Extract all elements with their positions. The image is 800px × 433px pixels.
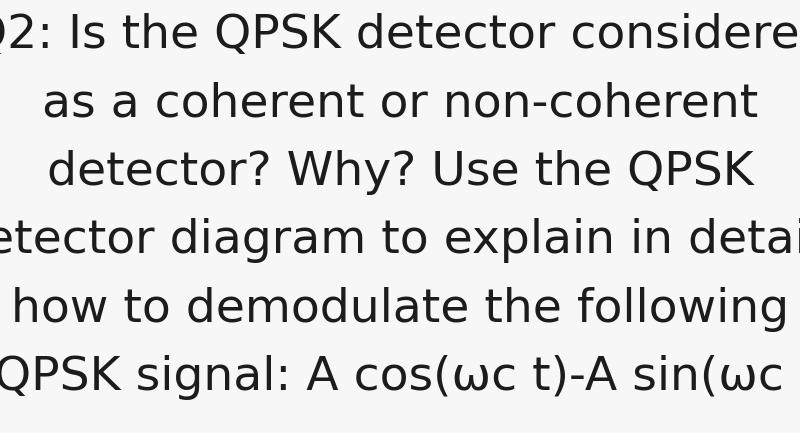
Text: Q2: Is the QPSK detector considered: Q2: Is the QPSK detector considered [0,13,800,58]
Text: how to demodulate the following: how to demodulate the following [11,287,789,332]
Text: detector diagram to explain in details: detector diagram to explain in details [0,218,800,263]
Text: detector? Why? Use the QPSK: detector? Why? Use the QPSK [46,150,754,195]
Text: as a coherent or non-coherent: as a coherent or non-coherent [42,81,758,126]
Text: . QPSK signal: A cos(ωc t)-A sin(ωc t): . QPSK signal: A cos(ωc t)-A sin(ωc t) [0,355,800,400]
